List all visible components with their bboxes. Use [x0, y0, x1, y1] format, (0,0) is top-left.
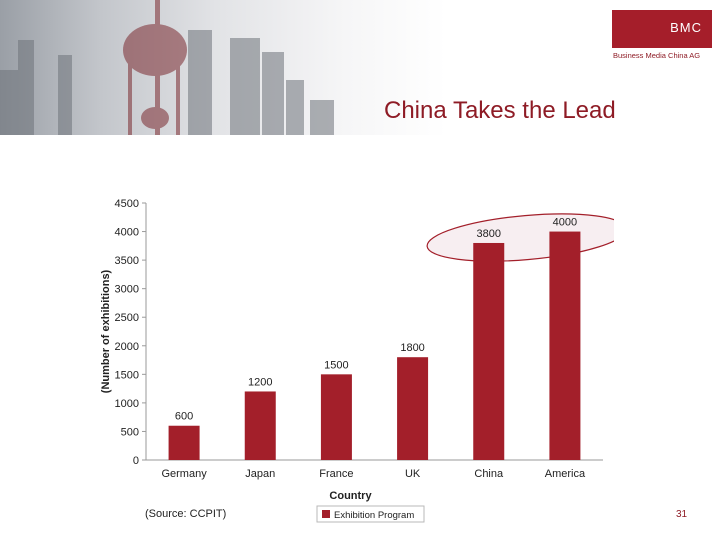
header-banner [0, 0, 720, 135]
x-tick-label: China [474, 468, 504, 480]
logo-box: BMC [612, 10, 712, 48]
x-tick-label: Japan [245, 468, 275, 480]
x-tick-label: Germany [161, 468, 207, 480]
page-number: 31 [676, 509, 688, 520]
x-tick-label: America [545, 468, 586, 480]
y-tick-label: 4000 [115, 227, 139, 239]
y-tick-label: 0 [133, 455, 139, 467]
legend-label: Exhibition Program [334, 510, 414, 521]
slide-title: China Takes the Lead [384, 97, 616, 124]
y-axis-title: (Number of exhibitions) [100, 269, 112, 393]
data-label: 600 [175, 411, 193, 423]
y-tick-label: 2000 [115, 341, 139, 353]
bar-japan [244, 391, 276, 460]
y-tick-label: 1000 [115, 398, 139, 410]
data-label: 4000 [553, 217, 577, 229]
source-note: (Source: CCPIT) [145, 508, 227, 520]
data-label: 1500 [324, 359, 348, 371]
y-tick-label: 2500 [115, 312, 139, 324]
data-label: 1200 [248, 376, 272, 388]
y-tick-label: 4500 [115, 198, 139, 210]
legend-box [316, 505, 425, 523]
highlight-ellipse [426, 213, 614, 262]
bar-germany [168, 425, 200, 460]
bar-china [473, 242, 505, 460]
data-label: 1800 [400, 342, 424, 354]
bar-uk [397, 357, 429, 460]
data-label: 3800 [477, 228, 501, 240]
legend-swatch [322, 510, 330, 518]
y-tick-label: 1500 [115, 369, 139, 381]
y-tick-label: 3000 [115, 284, 139, 296]
x-tick-label: UK [405, 468, 421, 480]
x-axis-title: Country [329, 490, 372, 502]
y-tick-label: 500 [121, 426, 139, 438]
bar-america [549, 231, 581, 460]
exhibitions-bar-chart: 0 500 1000 1500 2000 2500 3000 3500 4000 4500 600 G… [100, 198, 614, 523]
y-tick-label: 3500 [115, 255, 139, 267]
skyline-image [0, 0, 334, 135]
x-tick-label: France [319, 468, 353, 480]
bar-france [320, 374, 352, 460]
logo-subtitle: Business Media China AG [613, 51, 701, 60]
company-logo: BMC Business Media China AG [612, 10, 712, 66]
logo-mark: BMC [670, 20, 702, 35]
